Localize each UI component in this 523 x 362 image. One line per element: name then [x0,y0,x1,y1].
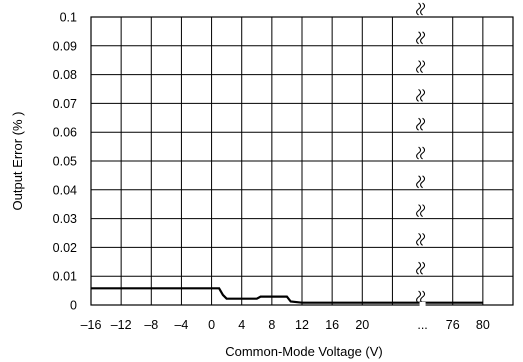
axis-break-mark [416,233,426,246]
axis-break-gap [419,302,426,308]
y-tick-label: 0.08 [53,68,77,82]
axis-break-mark [416,290,426,304]
y-tick-label: 0.09 [53,39,77,53]
y-tick-label: 0.07 [53,97,77,111]
y-tick-label: 0.02 [53,241,77,255]
x-tick-label: 4 [238,318,245,332]
x-tick-label: 20 [355,318,369,332]
axis-break-mark [416,146,426,160]
axis-break-mark [416,261,426,275]
axis-break-mark [416,175,426,189]
x-tick-label: 12 [295,318,309,332]
x-tick-label: ... [417,318,427,332]
x-tick-label: 8 [268,318,275,332]
x-axis-label: Common-Mode Voltage (V) [225,344,383,359]
x-tick-label: –12 [111,318,132,332]
axis-break-marks [416,2,426,304]
axis-break-mark [416,31,426,45]
x-tick-label: 16 [325,318,339,332]
x-tick-label: –4 [174,318,188,332]
grid [91,17,513,305]
axis-break-mark [416,204,426,217]
series-line [91,287,483,304]
x-tick-labels: –16 –12 –8 –4 0 4 8 12 16 20... 76 80 [81,318,490,332]
y-tick-label: 0.05 [53,155,77,169]
y-tick-label: 0.03 [53,212,77,226]
y-axis-label: Output Error (% ) [10,112,25,211]
x-tick-label: 80 [476,318,490,332]
x-tick-label: –8 [144,318,158,332]
y-tick-label: 0.04 [53,183,77,197]
y-tick-label: 0.01 [53,270,77,284]
y-tick-label: 0.06 [53,126,77,140]
x-tick-label: –16 [81,318,102,332]
axis-break-mark [416,2,426,16]
y-tick-label: 0.1 [60,11,77,25]
x-tick-label: 0 [208,318,215,332]
axis-break-mark [416,89,426,102]
axis-break-mark [416,60,426,73]
plot-frame [90,16,514,306]
axis-break-mark [416,117,426,131]
y-tick-label: 0 [70,299,77,313]
y-tick-labels: 0 0.01 0.02 0.03 0.04 0.05 0.06 0.07 0.08 0.09 0.1 [53,11,77,313]
x-tick-label: 76 [446,318,460,332]
